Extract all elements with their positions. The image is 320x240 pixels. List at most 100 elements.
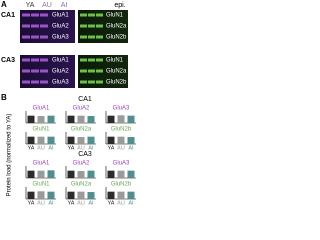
band (80, 80, 87, 84)
band-label: GluN1 (106, 13, 124, 19)
bar (27, 170, 35, 178)
chart-title: GluA2 (73, 106, 90, 112)
band (80, 69, 87, 73)
bar (77, 171, 85, 178)
bar (127, 115, 135, 123)
band (31, 80, 39, 84)
x-tick-label: AU (37, 200, 45, 206)
x-tick-label: AI (48, 145, 54, 151)
band (96, 58, 103, 62)
bar (47, 170, 55, 178)
bar (127, 170, 135, 178)
x-tick-label: AI (128, 145, 134, 151)
x-tick-label: AI (88, 145, 94, 151)
band (40, 24, 48, 28)
region-title: CA1 (78, 96, 92, 103)
bar (27, 136, 35, 144)
x-tick-label: AI (128, 200, 134, 206)
band (80, 58, 87, 62)
bar (127, 191, 135, 199)
region-label: CA3 (1, 57, 15, 64)
bar (107, 191, 115, 199)
bar (107, 136, 115, 144)
bar (37, 170, 45, 178)
band-label: GluA2 (52, 24, 69, 30)
band (31, 13, 39, 17)
panel-label: A (1, 0, 7, 9)
chart-title: GluA1 (33, 106, 50, 112)
bar (77, 191, 85, 199)
x-tick-label: YA (28, 145, 35, 151)
lane-label: AI (61, 2, 68, 9)
band (88, 13, 95, 17)
band-label: GluA1 (52, 58, 69, 64)
bar (107, 115, 115, 123)
band (22, 13, 30, 17)
x-tick-label: YA (108, 145, 115, 151)
bar (67, 191, 75, 199)
band (31, 69, 39, 73)
chart-title: GluA3 (113, 106, 130, 112)
band (88, 69, 95, 73)
band (31, 58, 39, 62)
band (40, 35, 48, 39)
band-label: GluN2a (106, 69, 127, 75)
bar (37, 191, 45, 199)
band-label: GluA3 (52, 35, 69, 41)
band (40, 13, 48, 17)
band (96, 24, 103, 28)
x-tick-label: YA (108, 200, 115, 206)
bar (87, 136, 95, 144)
x-tick-label: AI (88, 200, 94, 206)
band (22, 24, 30, 28)
band (88, 58, 95, 62)
x-tick-label: AI (48, 200, 54, 206)
band (40, 80, 48, 84)
bar (47, 115, 55, 123)
band (96, 13, 103, 17)
panel-label: B (1, 93, 7, 102)
band (22, 80, 30, 84)
bar (67, 136, 75, 144)
bar (87, 192, 95, 199)
band (31, 24, 39, 28)
band-label: GluN1 (106, 58, 124, 64)
epi-label: epi. (114, 2, 125, 9)
band (88, 24, 95, 28)
band (22, 58, 30, 62)
chart-title: GluN1 (32, 182, 50, 188)
band (96, 35, 103, 39)
band (96, 80, 103, 84)
band (31, 35, 39, 39)
bar (77, 137, 85, 144)
x-tick-label: AU (117, 200, 125, 206)
band (88, 80, 95, 84)
x-tick-label: YA (68, 200, 75, 206)
bar (107, 170, 115, 178)
band-label: GluA1 (52, 13, 69, 19)
band (22, 69, 30, 73)
chart-title: GluA3 (113, 161, 130, 167)
bar (77, 115, 85, 123)
band (80, 13, 87, 17)
region-title: CA3 (78, 151, 92, 158)
bar (117, 115, 125, 123)
x-tick-label: AU (37, 145, 45, 151)
bar (27, 115, 35, 123)
band-label: GluA2 (52, 69, 69, 75)
lane-label: AU (42, 2, 52, 9)
x-tick-label: YA (68, 145, 75, 151)
band-label: GluN2a (106, 24, 127, 30)
chart-title: GluN2a (71, 182, 92, 188)
bar (67, 170, 75, 178)
bar (47, 191, 55, 199)
x-tick-label: AU (77, 200, 85, 206)
bar (37, 136, 45, 144)
bar (47, 136, 55, 144)
bar (67, 115, 75, 123)
bar (117, 170, 125, 178)
bar (127, 137, 135, 144)
bar (27, 191, 35, 199)
band (22, 35, 30, 39)
band (80, 24, 87, 28)
